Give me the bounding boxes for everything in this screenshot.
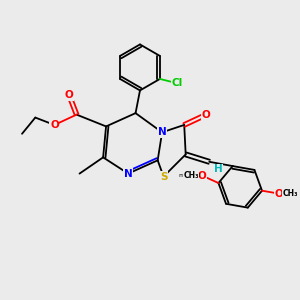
Text: O: O [198,171,207,181]
Text: methyl: methyl [178,173,201,178]
Text: O: O [65,90,74,100]
Text: Cl: Cl [172,78,183,88]
Text: O: O [202,110,211,120]
Text: O: O [50,120,59,130]
Text: CH₃: CH₃ [283,189,298,198]
Text: CH₃: CH₃ [183,171,199,180]
Text: S: S [160,172,167,182]
Text: H: H [214,164,223,174]
Text: O: O [275,189,284,199]
Text: N: N [158,127,167,137]
Text: N: N [124,169,133,178]
